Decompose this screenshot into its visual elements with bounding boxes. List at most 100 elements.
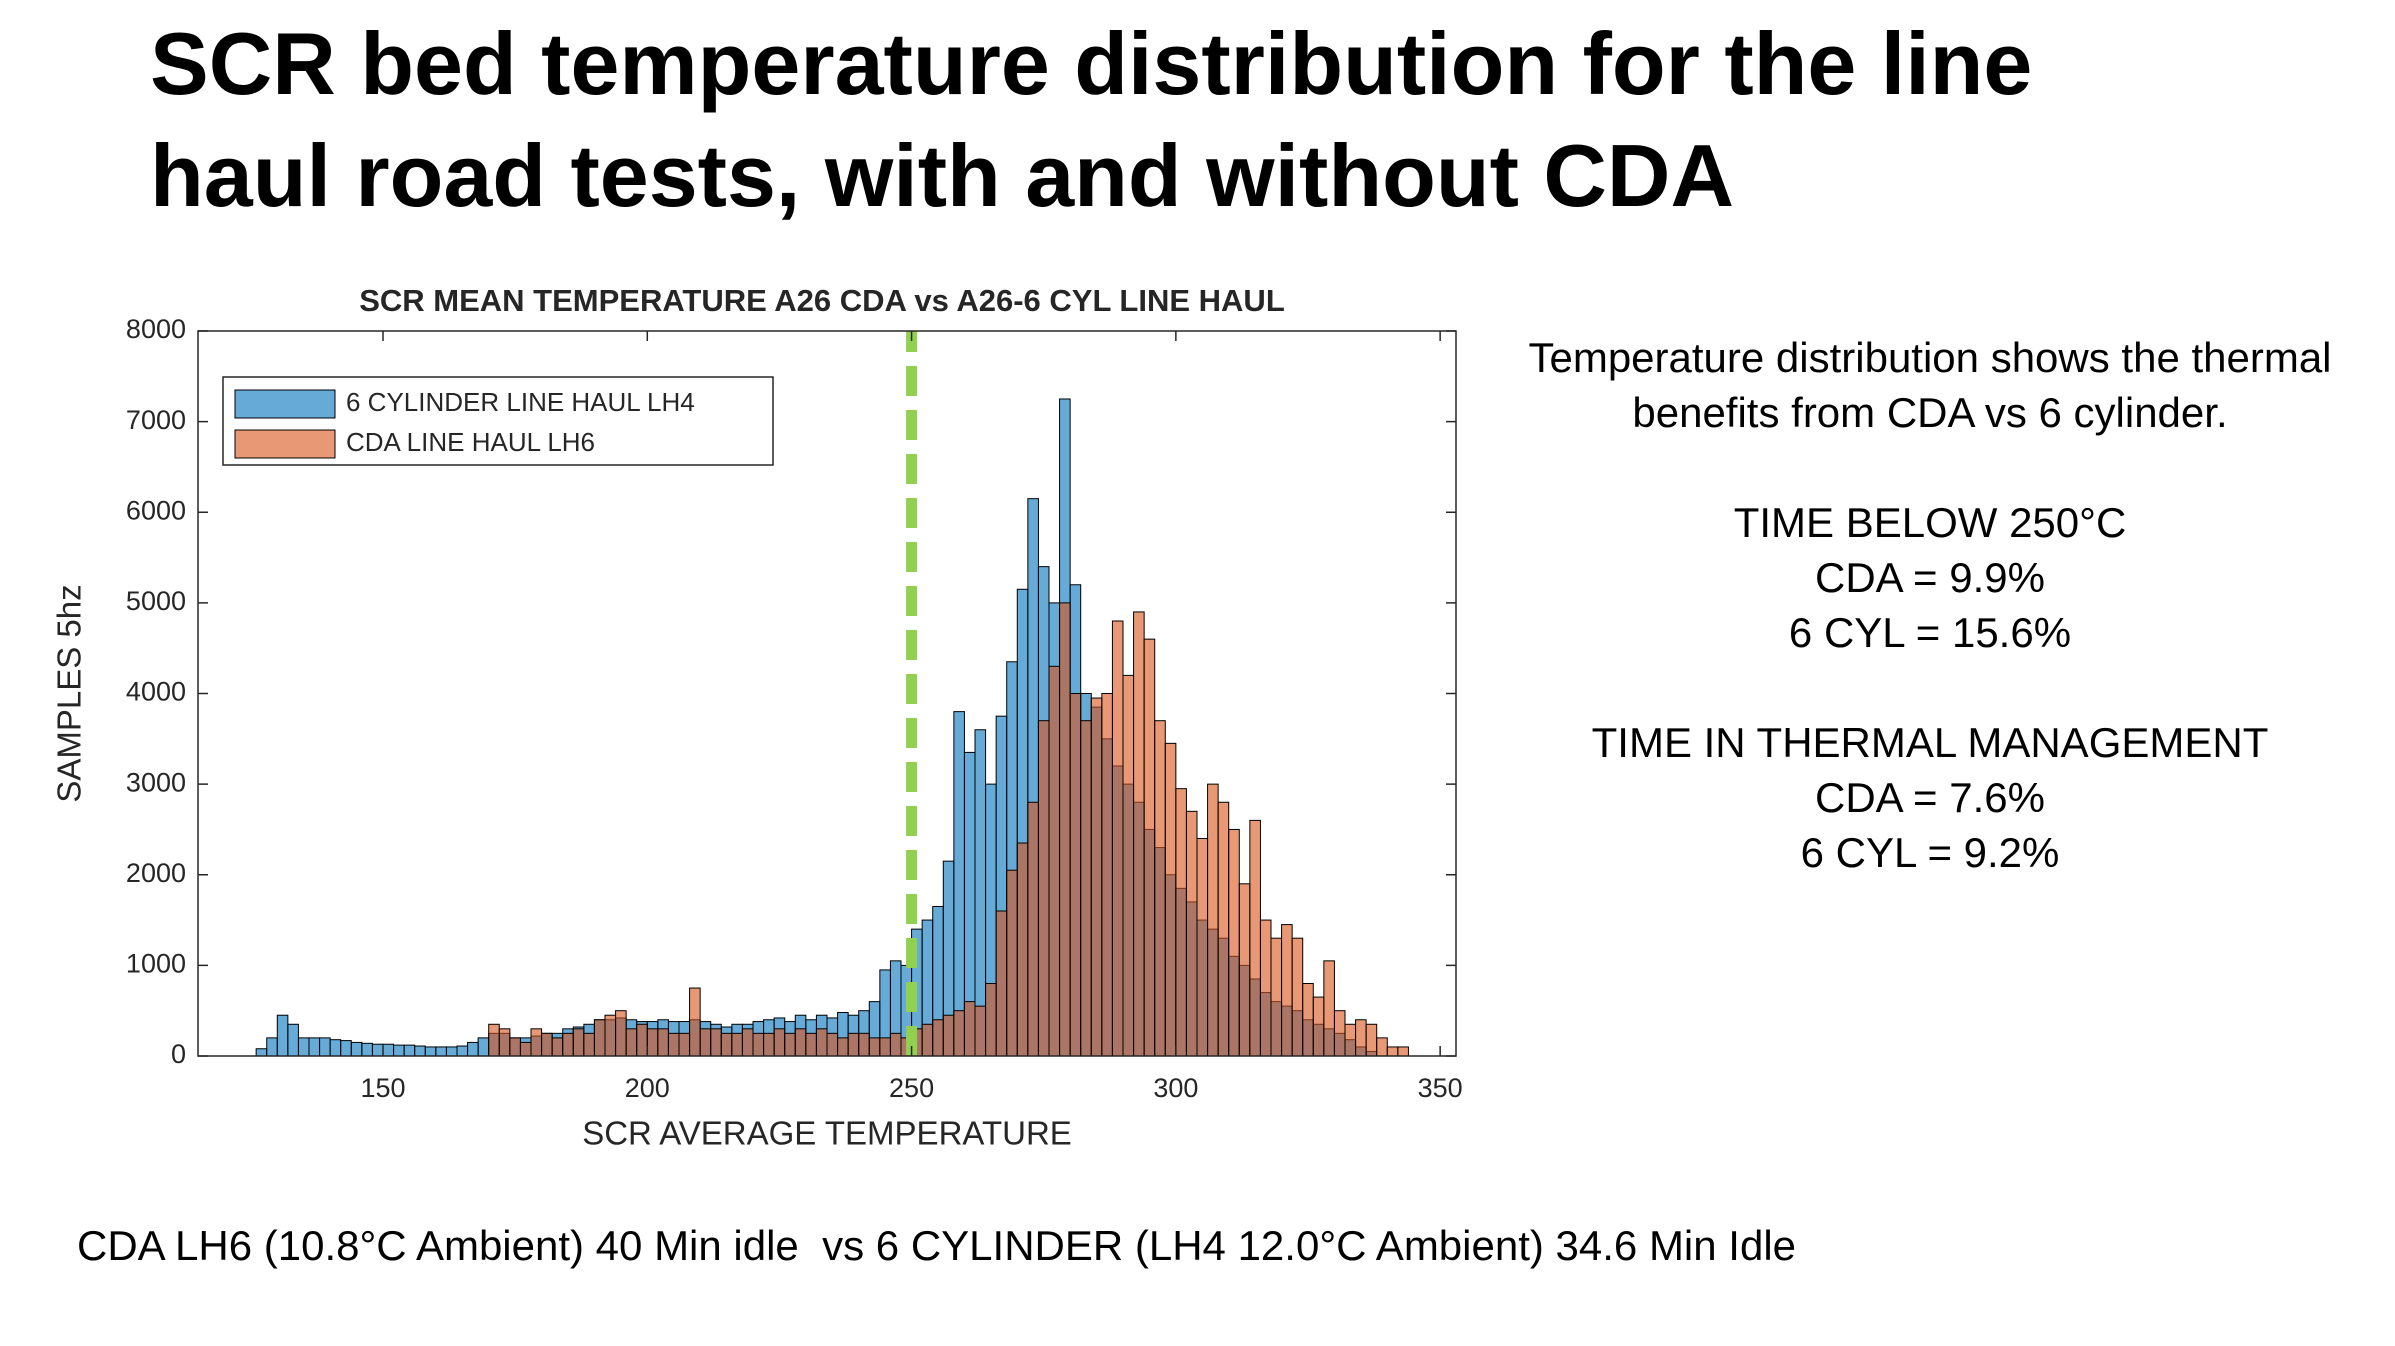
histogram-bar — [1185, 810, 1198, 1057]
histogram-bar — [932, 1019, 944, 1057]
y-tick-label: 6000 — [126, 495, 186, 525]
histogram-bar — [498, 1028, 511, 1057]
histogram-bar — [963, 1001, 976, 1057]
histogram-bar — [889, 1032, 902, 1057]
histogram-bar — [1090, 697, 1103, 1057]
x-tick-label: 150 — [360, 1073, 405, 1103]
note-line: benefits from CDA vs 6 cylinder. — [1632, 389, 2228, 436]
histogram-bar — [636, 1023, 648, 1057]
histogram-bar — [678, 1032, 691, 1057]
histogram-bar — [646, 1028, 659, 1057]
histogram-bar — [784, 1032, 796, 1057]
histogram-bar — [593, 1019, 606, 1057]
histogram-bar — [773, 1028, 786, 1057]
histogram-bar — [794, 1028, 807, 1057]
y-tick-label: 1000 — [126, 949, 186, 979]
histogram-bar — [1270, 937, 1283, 1057]
note-line: Temperature distribution shows the therm… — [1528, 334, 2332, 381]
histogram-bar — [667, 1032, 680, 1057]
x-tick-label: 350 — [1418, 1073, 1463, 1103]
histogram-bar — [424, 1046, 437, 1057]
histogram-bar — [1291, 937, 1304, 1057]
histogram-bar — [477, 1037, 490, 1057]
y-tick-label: 2000 — [126, 858, 186, 888]
y-axis-label: SAMPLES 5hz — [51, 584, 88, 802]
histogram-bar — [509, 1037, 521, 1057]
histogram-bar — [297, 1037, 310, 1057]
histogram-bar — [1048, 665, 1061, 1057]
x-tick-label: 200 — [625, 1073, 670, 1103]
histogram-bar — [266, 1037, 278, 1057]
histogram-bar — [1027, 801, 1039, 1057]
histogram-bar — [488, 1023, 500, 1057]
histogram-bar — [1355, 1019, 1367, 1057]
histogram-bar — [710, 1028, 722, 1057]
note-paragraph: TIME IN THERMAL MANAGEMENT CDA = 7.6% 6 CY… — [1460, 715, 2395, 880]
histogram-bar — [1080, 720, 1092, 1057]
y-tick-label: 0 — [171, 1039, 186, 1069]
histogram-bar — [1302, 983, 1314, 1057]
histogram-bar — [1323, 960, 1335, 1057]
x-tick-label: 300 — [1153, 1073, 1198, 1103]
histogram-bar — [868, 1037, 881, 1057]
histogram-bar — [942, 1014, 955, 1057]
histogram-bar — [615, 1010, 627, 1057]
histogram-bar — [361, 1042, 373, 1057]
histogram-bar — [689, 987, 701, 1057]
note-line: 6 CYL = 15.6% — [1788, 609, 2072, 656]
title-line: SCR bed temperature distribution for the… — [150, 14, 2033, 113]
y-tick-label: 8000 — [126, 314, 186, 344]
histogram-bar — [1133, 611, 1145, 1057]
histogram-bar — [657, 1028, 669, 1057]
footer: CDA LH6 (10.8°C Ambient) 40 Min idle vs … — [77, 1222, 1797, 1269]
histogram-bar — [995, 910, 1008, 1057]
histogram-bar — [1175, 788, 1187, 1057]
histogram-bar — [1238, 883, 1251, 1057]
note-line: CDA = 7.6% — [1815, 774, 2045, 821]
histogram-bar — [562, 1032, 574, 1057]
histogram-bar — [1333, 1010, 1346, 1057]
slide-title: SCR bed temperature distribution for the… — [150, 8, 2032, 232]
histogram-bar — [699, 1028, 712, 1057]
chart-title: SCR MEAN TEMPERATURE A26 CDA vs A26-6 CY… — [359, 283, 1285, 318]
note-line: 6 CYL = 9.2% — [1800, 829, 2060, 876]
histogram-bar — [1376, 1037, 1388, 1057]
histogram-bar — [604, 1014, 617, 1057]
histogram-bar — [985, 983, 997, 1057]
histogram-bar — [1143, 638, 1156, 1057]
histogram-bar — [1217, 801, 1230, 1057]
histogram-bar — [276, 1014, 289, 1057]
histogram-bar — [583, 1032, 595, 1057]
histogram-bar — [530, 1028, 543, 1057]
histogram-bar — [1037, 720, 1050, 1057]
histogram-bar — [752, 1032, 765, 1057]
histogram-bar — [519, 1041, 532, 1057]
histogram-bar — [1281, 924, 1293, 1057]
histogram-bar — [1196, 838, 1209, 1057]
note-line: CDA = 9.9% — [1815, 554, 2045, 601]
histogram-bar — [1122, 674, 1135, 1057]
histogram-bar — [1259, 919, 1272, 1057]
note-paragraph: TIME BELOW 250°C CDA = 9.9% 6 CYL = 15.6% — [1460, 495, 2395, 660]
x-axis-label: SCR AVERAGE TEMPERATURE — [582, 1115, 1072, 1152]
histogram-bar — [741, 1028, 754, 1057]
histogram-bar — [625, 1028, 638, 1057]
histogram-bar — [921, 1023, 934, 1057]
histogram-bar — [1059, 602, 1071, 1057]
histogram-bar — [340, 1040, 352, 1057]
histogram-bar — [1344, 1023, 1357, 1057]
y-tick-label: 3000 — [126, 767, 186, 797]
histogram-bar — [414, 1045, 426, 1057]
histogram-bar — [1249, 819, 1261, 1057]
histogram-bar — [953, 711, 965, 1057]
histogram-bar — [826, 1032, 839, 1057]
histogram-bar — [382, 1043, 395, 1057]
histogram-bar — [456, 1045, 469, 1057]
histogram-bar — [445, 1046, 458, 1057]
histogram-bar — [805, 1032, 817, 1057]
title-line: haul road tests, with and without CDA — [150, 126, 1734, 225]
y-tick-label: 4000 — [126, 677, 186, 707]
histogram-bar — [731, 1032, 743, 1057]
histogram-bar — [1312, 996, 1325, 1057]
